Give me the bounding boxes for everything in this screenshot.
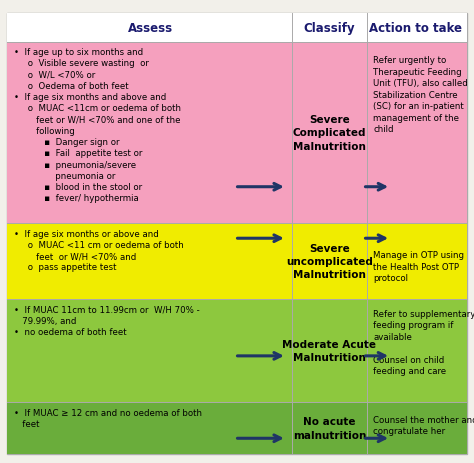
Text: Moderate Acute
Malnutrition: Moderate Acute Malnutrition [283,339,376,363]
Text: Severe
uncomplicated
Malnutrition: Severe uncomplicated Malnutrition [286,244,373,280]
Text: •  If MUAC 11cm to 11.99cm or  W/H 70% -
   79.99%, and
•  no oedema of both fee: • If MUAC 11cm to 11.99cm or W/H 70% - 7… [14,305,200,337]
Bar [7,402,467,454]
Text: Manage in OTP using
the Health Post OTP
protocol: Manage in OTP using the Health Post OTP … [373,251,464,283]
Bar [7,224,467,300]
Text: Classify: Classify [304,22,355,35]
Text: Refer to supplementary
feeding program if
available

Counsel on child
feeding an: Refer to supplementary feeding program i… [373,309,474,375]
Text: Counsel the mother and
congratulate her: Counsel the mother and congratulate her [373,415,474,435]
Text: Action to take: Action to take [369,22,463,35]
Text: Severe
Complicated
Malnutrition: Severe Complicated Malnutrition [292,115,366,151]
Bar [7,14,467,43]
Bar [7,43,467,224]
Text: •  If age six months or above and
     o  MUAC <11 cm or oedema of both
        : • If age six months or above and o MUAC … [14,229,184,272]
Bar [7,300,467,402]
Text: Refer urgently to
Therapeutic Feeding
Unit (TFU), also called
Stabilization Cent: Refer urgently to Therapeutic Feeding Un… [373,56,468,134]
Text: •  If age up to six months and
     o  Visible severe wasting  or
     o  W/L <7: • If age up to six months and o Visible … [14,48,181,203]
Text: •  If MUAC ≥ 12 cm and no oedema of both
   feet: • If MUAC ≥ 12 cm and no oedema of both … [14,408,202,428]
Text: No acute
malnutrition: No acute malnutrition [293,417,366,440]
Text: Assess: Assess [128,22,173,35]
